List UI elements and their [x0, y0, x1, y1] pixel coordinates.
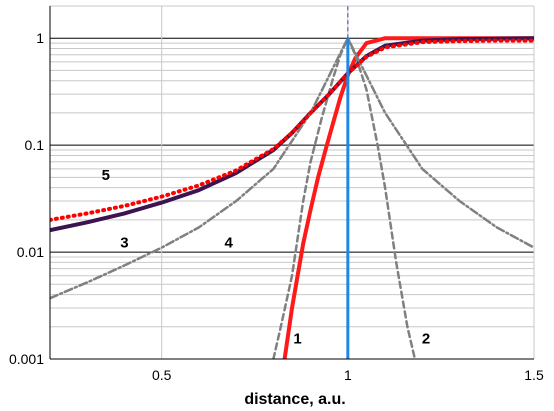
y-tick-label: 0.001 [9, 351, 44, 367]
series-1-line [282, 36, 534, 359]
x-tick-label: 1 [344, 367, 352, 383]
curve-labels: 1 2 3 4 5 [102, 167, 431, 347]
x-tick-label: 0.5 [152, 367, 172, 383]
y-tick-label: 0.01 [17, 244, 44, 260]
x-axis-title: distance, a.u. [244, 391, 345, 408]
curve-label-2: 2 [422, 330, 430, 347]
y-tick-label: 1 [36, 30, 44, 46]
curve-label-1: 1 [293, 330, 301, 347]
series-4-line [50, 36, 534, 300]
curve-label-3: 3 [120, 235, 128, 252]
y-tick-label: 0.1 [25, 137, 45, 153]
curve-label-4: 4 [225, 235, 234, 252]
series-group [50, 36, 534, 359]
series-5-line [50, 38, 534, 222]
axes: 1 0.1 0.01 0.001 0.5 1 1.5 [9, 6, 544, 383]
x-tick-label: 1.5 [524, 367, 544, 383]
curve-label-5: 5 [102, 167, 110, 184]
